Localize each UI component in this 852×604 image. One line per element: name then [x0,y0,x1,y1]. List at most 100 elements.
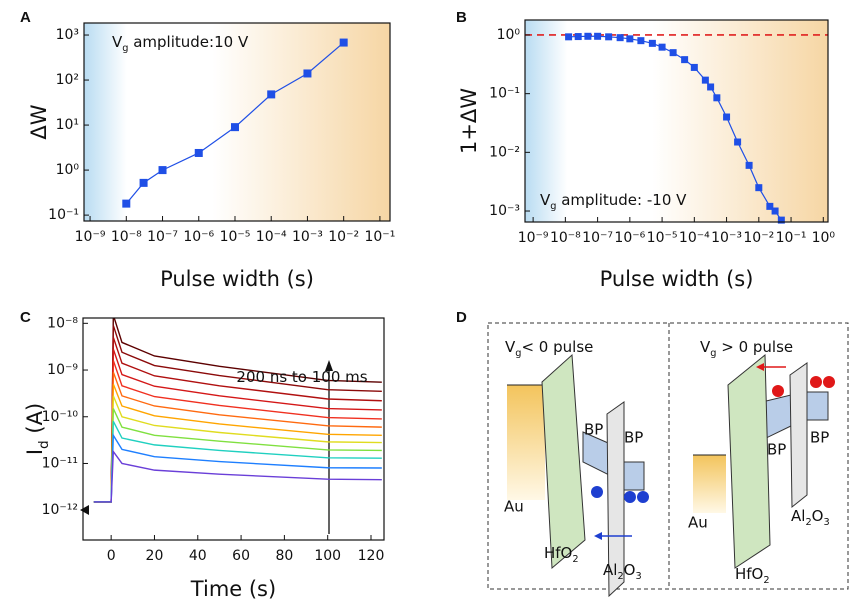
marker [605,33,613,41]
text-part: 2 [572,554,578,565]
arrow-head [325,360,333,371]
marker [755,184,763,192]
y-tick-label: 10⁻¹ [48,207,79,223]
series-line [93,408,382,503]
chart: 0 20 40 60 80 100 120 10⁻¹² 10⁻¹¹ 10⁻¹⁰ 10⁻⁹ 10⁻⁸ C T… [20,309,385,601]
series-line [93,432,382,503]
series-line [93,420,382,503]
text-part: Al [791,507,805,525]
text-part: V [505,338,516,356]
x-tick-label: 0 [107,548,116,564]
x-tick-label: 10⁻⁹ [75,229,106,245]
x-tick-label: 10⁻⁶ [614,230,645,246]
y-axis-title: 1+ΔW [457,88,481,154]
series-line [93,449,382,503]
axis-frame [82,317,385,541]
text-part: I [23,449,47,455]
marker [594,32,602,40]
marker [771,207,779,215]
marker [194,148,203,157]
x-axis-title: Pulse width (s) [600,267,754,291]
marker [637,37,645,45]
text-part: > 0 pulse [716,338,793,356]
hfo2-barrier [727,353,771,569]
y-tick-label: 10⁰ [56,162,80,178]
text-part: O [624,561,636,579]
marker [723,113,731,121]
marker [230,123,239,132]
text-part: 3 [823,517,829,528]
diagram-label: BP [810,429,829,447]
marker [303,69,312,78]
y-tick-label: 10⁻³ [489,203,520,219]
x-tick-label: 10⁻² [743,230,774,246]
text-part: V [700,338,711,356]
diagram-frame [487,322,849,590]
x-tick-label: 10⁻⁷ [582,230,613,246]
text-part: d [36,440,52,449]
marker [658,43,666,51]
axis-frame [83,22,391,222]
electron [624,491,636,503]
marker [626,35,634,43]
series-line [93,371,382,503]
marker [734,138,742,146]
x-tick-label: 10⁻⁸ [550,230,581,246]
x-tick-label: 10⁻⁶ [183,229,214,245]
hfo2-barrier [541,353,586,570]
text-part: 200 ns to 100 ms [236,368,367,386]
y-tick-label: 10⁻¹¹ [42,455,78,471]
text-part: O [812,507,824,525]
arrow-head [594,532,602,540]
au-block [507,385,545,500]
annotation: 200 ns to 100 ms [236,368,367,386]
marker [707,83,715,91]
x-tick-label: 10⁻¹ [776,230,807,246]
marker [584,32,592,40]
annotation: Vg amplitude:10 V [112,33,249,54]
diagram-label: BP [767,441,786,459]
marker [745,161,753,169]
bp-box [621,461,645,491]
text-part: V [540,191,551,209]
arrow-head [756,363,764,371]
hole [772,385,784,397]
marker [681,56,689,64]
au-block [693,455,726,513]
text-part: V [112,33,123,51]
hole [810,376,822,388]
x-tick-label: 10⁻⁹ [518,230,549,246]
plot-background [84,23,390,221]
x-tick-label: 100 [314,548,341,564]
y-tick-label: 10² [56,72,79,88]
text-part: g [710,348,716,359]
chart: 10⁻⁹ 10⁻⁸ 10⁻⁷ 10⁻⁶ 10⁻⁵ 10⁻⁴ 10⁻³ 10⁻² 10⁻¹ 10⁰1… [456,9,835,291]
x-tick-label: 10⁻¹ [364,229,395,245]
y-axis-title: ΔW [27,104,51,139]
text-part: HfO [544,544,572,562]
y-tick-label: 10⁻¹⁰ [42,409,79,425]
annotation: Vg amplitude: -10 V [540,191,687,212]
x-tick-label: 10⁻⁸ [111,229,142,245]
marker [777,216,785,224]
axis-frame [524,19,829,223]
panel-label: A [20,9,31,26]
text-part: g [515,348,521,359]
x-tick-label: 10⁻² [328,229,359,245]
y-tick-label: 10⁻⁸ [47,315,78,331]
x-tick-label: 10⁻⁴ [256,229,287,245]
x-tick-label: 10⁻⁷ [147,229,178,245]
marker [139,178,148,187]
marker [713,94,721,102]
y-tick-label: 10⁻¹² [42,502,78,518]
panel-label: B [456,9,467,26]
diagram-label: Au [504,498,524,516]
x-tick-label: 10⁻⁵ [220,229,251,245]
text-part: HfO [735,565,763,583]
marker [574,33,582,41]
marker [690,63,698,71]
x-tick-label: 80 [275,548,293,564]
marker [339,38,348,47]
panel-label: D [456,309,467,326]
series-line [93,337,382,503]
